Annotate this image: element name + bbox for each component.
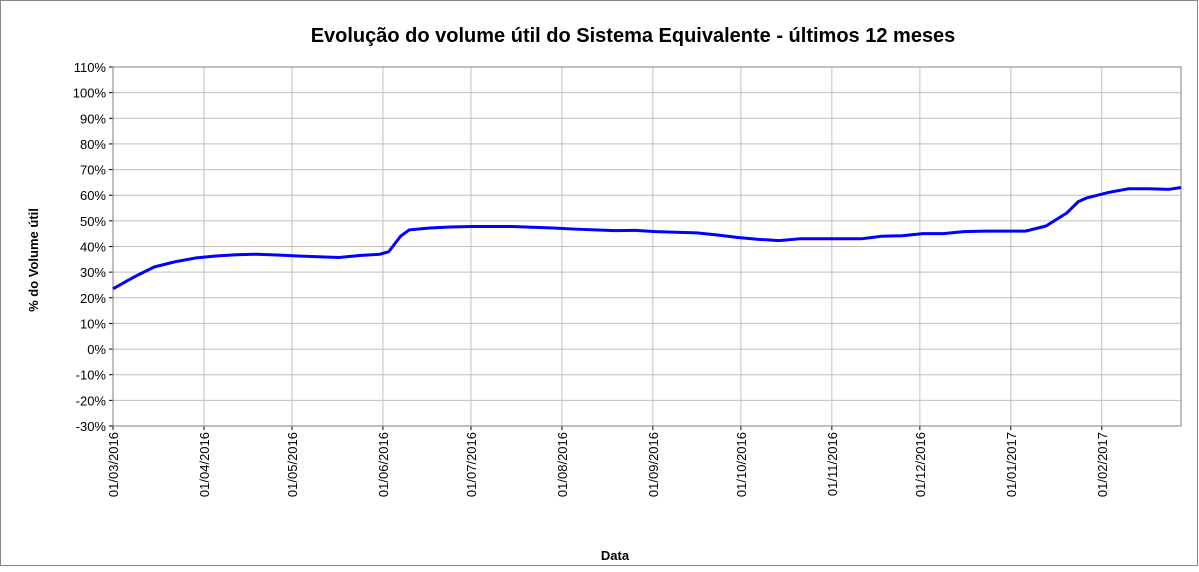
y-tick-label: 110% bbox=[74, 60, 107, 75]
x-tick-label: 01/02/2017 bbox=[1095, 432, 1110, 497]
x-axis-title: Data bbox=[601, 548, 630, 563]
y-tick-label: 10% bbox=[80, 316, 106, 331]
y-tick-label: 50% bbox=[80, 214, 106, 229]
y-tick-label: -30% bbox=[76, 419, 107, 434]
y-tick-label: -20% bbox=[76, 393, 107, 408]
data-line bbox=[112, 186, 1182, 291]
y-tick-label: 100% bbox=[73, 86, 107, 101]
x-tick-label: 01/07/2016 bbox=[464, 432, 479, 497]
y-tick-label: 20% bbox=[80, 291, 106, 306]
y-tick-label: 0% bbox=[87, 342, 106, 357]
y-tick-label: -10% bbox=[76, 368, 107, 383]
x-tick-label: 01/05/2016 bbox=[285, 432, 300, 497]
y-tick-label: 30% bbox=[80, 265, 106, 280]
x-tick-label: 01/01/2017 bbox=[1004, 432, 1019, 497]
x-tick-label: 01/04/2016 bbox=[197, 432, 212, 497]
plot-frame bbox=[112, 66, 1182, 427]
y-tick-label: 70% bbox=[80, 163, 106, 178]
x-tick-label: 01/06/2016 bbox=[376, 432, 391, 497]
x-tick-label: 01/08/2016 bbox=[555, 432, 570, 497]
y-tick-label: 40% bbox=[80, 240, 106, 255]
x-tick-label: 01/11/2016 bbox=[825, 432, 840, 496]
chart-title: Evolução do volume útil do Sistema Equiv… bbox=[311, 25, 956, 47]
x-tick-label: 01/09/2016 bbox=[646, 432, 661, 497]
y-axis-title: % do Volume útil bbox=[26, 208, 41, 312]
x-tick-label: 01/03/2016 bbox=[106, 432, 121, 497]
y-tick-label: 60% bbox=[80, 188, 106, 203]
x-tick-label: 01/12/2016 bbox=[913, 432, 928, 497]
y-tick-label: 80% bbox=[80, 137, 106, 152]
y-tick-label: 90% bbox=[80, 111, 106, 126]
x-tick-label: 01/10/2016 bbox=[734, 432, 749, 497]
